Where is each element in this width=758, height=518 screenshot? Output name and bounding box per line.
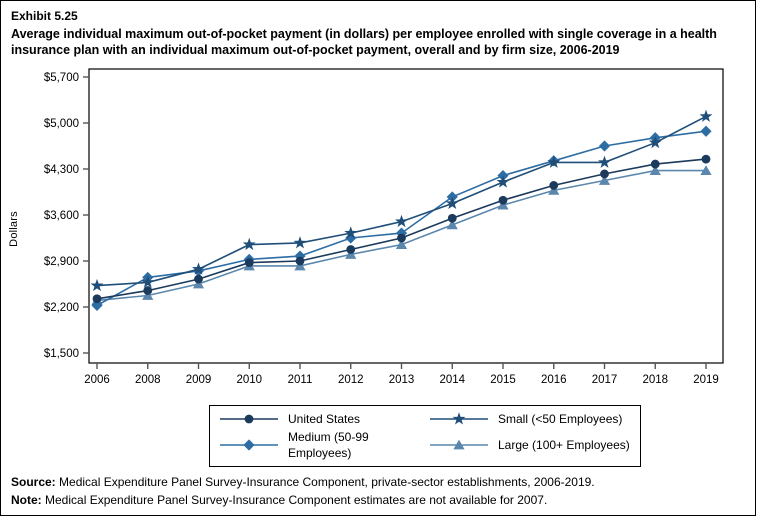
source-line: Source: Medical Expenditure Panel Survey…: [11, 474, 595, 491]
x-tick-label: 2009: [186, 374, 212, 386]
x-tick-label: 2019: [693, 374, 719, 386]
point-united-states-2018: [650, 159, 660, 168]
exhibit-number: Exhibit 5.25: [11, 9, 78, 23]
chart-svg: $1,500 $2,200 $2,900 $3,600 $4,300 $5,000 $5,7…: [44, 67, 724, 386]
point-small-50-employees-2012: [344, 225, 358, 239]
series-markers-small-50-employees: [90, 109, 713, 291]
legend-marker-large-100-employees: [453, 439, 465, 449]
y-tick-label: $1,500: [44, 348, 79, 360]
point-large-100-employees-2016: [548, 184, 560, 195]
legend-item-united-states: United States: [218, 411, 422, 427]
point-small-50-employees-2018: [648, 135, 662, 148]
y-tick-label: $2,200: [44, 302, 79, 314]
point-small-50-employees-2011: [293, 235, 307, 248]
x-tick-label: 2011: [288, 374, 313, 386]
y-axis-label: Dollars: [8, 210, 21, 247]
point-united-states-2013: [397, 233, 406, 242]
point-large-100-employees-2012: [345, 248, 357, 259]
point-medium-50-99-employees-2017: [598, 139, 611, 152]
point-united-states-2010: [244, 257, 254, 267]
point-small-50-employees-2009: [192, 261, 205, 275]
point-small-50-employees-2015: [496, 174, 510, 188]
footer: Source: Medical Expenditure Panel Survey…: [11, 474, 595, 509]
y-tick-label: $4,300: [44, 164, 79, 176]
note-text: Medical Expenditure Panel Survey-Insuran…: [41, 492, 548, 507]
point-united-states-2019: [701, 154, 711, 164]
point-large-100-employees-2015: [497, 199, 509, 210]
legend-item-small-50-employees: Small (<50 Employees): [428, 411, 632, 427]
point-united-states-2017: [600, 169, 609, 178]
y-tick-label: $5,700: [44, 72, 79, 84]
y-tick-label: $2,900: [44, 256, 79, 268]
star-marker-icon: [430, 411, 488, 424]
x-tick-label: 2008: [135, 374, 161, 386]
point-large-100-employees-2018: [649, 164, 661, 175]
chart-title: Average individual maximum out-of-pocket…: [11, 27, 717, 58]
legend-marker-medium-50-99-employees: [243, 438, 255, 451]
x-tick-label: 2013: [389, 374, 415, 386]
y-tick-label: $5,000: [44, 118, 79, 130]
x-tick-label: 2006: [84, 374, 110, 386]
point-large-100-employees-2017: [598, 174, 611, 185]
point-large-100-employees-2008: [142, 289, 154, 300]
legend-label-small-50-employees: Small (<50 Employees): [498, 411, 623, 426]
legend: United States Small (<50 Employees) Medium…: [209, 404, 641, 467]
series-line-small-50-employees: [96, 115, 707, 286]
x-tick-label: 2018: [642, 374, 668, 386]
legend-label-united-states: United States: [288, 411, 361, 426]
note-label: Note:: [11, 492, 42, 507]
point-small-50-employees-2008: [141, 275, 155, 288]
point-large-100-employees-2013: [395, 238, 408, 249]
point-small-50-employees-2010: [242, 237, 256, 250]
source-text: Medical Expenditure Panel Survey-Insuran…: [55, 475, 595, 490]
point-united-states-2009: [194, 274, 203, 283]
legend-marker-small-50-employees: [452, 411, 466, 424]
point-united-states-2008: [143, 285, 153, 295]
point-large-100-employees-2019: [700, 164, 712, 175]
x-tick-label: 2016: [541, 374, 567, 386]
legend-item-large-100-employees: Large (100+ Employees): [428, 429, 632, 461]
x-tick-label: 2015: [490, 374, 516, 386]
point-united-states-2011: [295, 256, 305, 265]
point-united-states-2016: [549, 180, 559, 190]
point-large-100-employees-2009: [192, 278, 205, 288]
series-markers-united-states: [92, 154, 711, 303]
point-united-states-2012: [346, 244, 356, 254]
point-small-50-employees-2019: [699, 109, 713, 122]
point-small-50-employees-2016: [547, 155, 561, 168]
point-medium-50-99-employees-2019: [700, 125, 712, 137]
legend-marker-united-states: [244, 414, 254, 423]
legend-item-medium-50-99-employees: Medium (50-99 Employees): [218, 429, 422, 461]
chart-area: Dollars $1,500 $2,200 $2,900 $3,600 $4,300 $5…: [1, 63, 755, 395]
x-tick-label: 2010: [236, 374, 262, 386]
x-tick-label: 2017: [592, 374, 618, 386]
triangle-marker-icon: [430, 439, 488, 449]
y-axis-label-column: Dollars: [1, 63, 27, 395]
series-markers-large-100-employees: [91, 164, 712, 305]
point-small-50-employees-2014: [445, 196, 459, 209]
point-small-50-employees-2017: [598, 155, 611, 168]
point-large-100-employees-2011: [294, 260, 306, 270]
diamond-marker-icon: [220, 438, 278, 451]
point-small-50-employees-2013: [395, 214, 408, 227]
point-united-states-2006: [92, 293, 102, 303]
point-medium-50-99-employees-2006: [91, 299, 103, 311]
point-united-states-2014: [447, 213, 457, 223]
x-tick-label: 2012: [338, 374, 364, 386]
point-small-50-employees-2006: [90, 278, 104, 291]
note-line: Note: Medical Expenditure Panel Survey-I…: [11, 492, 595, 509]
source-label: Source:: [11, 475, 56, 490]
point-large-100-employees-2014: [446, 218, 458, 229]
x-tick-label: 2014: [439, 374, 465, 386]
point-united-states-2015: [498, 195, 508, 205]
plot-border: [88, 67, 724, 364]
y-tick-label: $3,600: [44, 210, 79, 222]
header: Exhibit 5.25 Average individual maximum …: [1, 1, 755, 59]
legend-label-large-100-employees: Large (100+ Employees): [498, 437, 630, 452]
legend-label-medium-50-99-employees: Medium (50-99 Employees): [288, 429, 369, 460]
circle-marker-icon: [220, 414, 278, 423]
